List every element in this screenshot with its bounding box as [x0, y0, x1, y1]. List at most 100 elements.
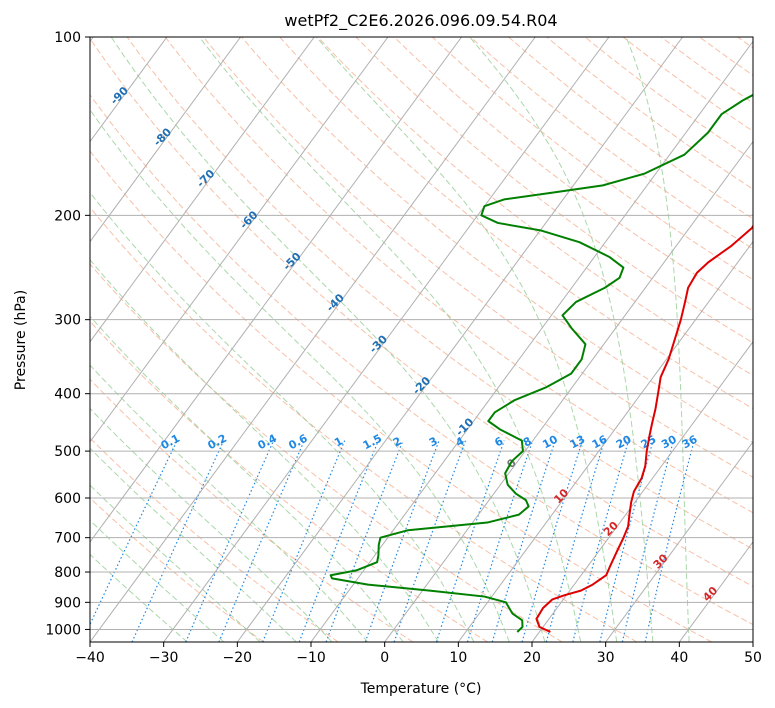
mixing-ratio-label: 36	[680, 433, 700, 452]
dry-adiabat-line	[355, 37, 753, 344]
moist-adiabat-line	[110, 37, 546, 642]
mixing-ratio-line	[521, 440, 584, 642]
mixing-ratio-line	[364, 440, 440, 642]
mixing-ratio-line	[621, 440, 675, 642]
dry-adiabat-line	[508, 37, 753, 220]
moist-adiabat-line	[90, 484, 261, 642]
isotherm-line	[90, 37, 536, 642]
dry-adiabat-line	[90, 263, 563, 642]
isotherm-annotation: -40	[324, 291, 347, 314]
mixing-ratio-label: 0.2	[206, 432, 229, 453]
wet-bulb-annotation: 40	[700, 584, 720, 604]
wet-bulb-annotation: 30	[651, 551, 671, 571]
mixing-ratio-label: 20	[614, 433, 634, 452]
isotherm-line	[605, 440, 753, 642]
chart-title: wetPf2_C2E6.2026.096.09.54.R04	[284, 11, 557, 31]
x-tick-label: −20	[223, 650, 253, 666]
temperature-profile-line	[535, 224, 753, 633]
isotherm-line	[163, 37, 610, 642]
isotherm-annotation: -80	[151, 125, 174, 148]
y-axis-label: Pressure (hPa)	[13, 290, 29, 390]
y-tick-label: 300	[54, 313, 81, 329]
x-tick-label: −10	[296, 650, 326, 666]
y-tick-label: 900	[54, 595, 81, 611]
background-lines	[90, 37, 753, 642]
mixing-ratio-label: 0.1	[159, 432, 182, 453]
mixing-ratio-line	[435, 440, 505, 642]
x-tick-label: 50	[744, 650, 762, 666]
mixing-ratio-line	[572, 440, 630, 642]
dry-adiabat-line	[90, 437, 339, 642]
wet-bulb-annotation: 20	[601, 519, 621, 539]
x-axis-label: Temperature (°C)	[360, 681, 482, 697]
isotherm-line	[90, 37, 389, 443]
mixing-ratio-line	[466, 440, 534, 642]
isotherm-annotation: -50	[280, 250, 303, 273]
y-tick-label: 700	[54, 531, 81, 547]
mixing-ratio-label: 16	[590, 433, 610, 452]
y-tick-label: 400	[54, 387, 81, 403]
y-tick-label: 200	[54, 208, 81, 224]
moist-adiabat-line	[90, 191, 475, 642]
dry-adiabat-line	[126, 37, 753, 550]
mixing-ratio-line	[599, 440, 654, 642]
x-tick-label: −30	[149, 650, 179, 666]
y-axis: 100 200 300 400 500 600 700 800 900 1000	[45, 30, 90, 638]
dry-adiabat-line	[470, 37, 753, 250]
moist-adiabat-line	[315, 37, 618, 642]
moist-adiabat-line	[90, 407, 333, 642]
x-tick-label: 10	[449, 650, 467, 666]
isotherm-annotation: -90	[108, 84, 131, 107]
mixing-ratio-line	[218, 440, 305, 642]
y-tick-label: 1000	[45, 622, 81, 638]
moist-adiabat-line	[90, 259, 439, 642]
mixing-ratio-label: 30	[659, 433, 679, 452]
isotherm-annotation: -30	[367, 332, 390, 355]
dry-adiabat-line	[90, 497, 264, 642]
dry-adiabat-line	[431, 37, 753, 281]
mixing-ratio-label: 1	[332, 434, 345, 449]
dry-adiabat-line	[90, 206, 638, 642]
dry-adiabat-line	[393, 37, 753, 312]
isotherm-line	[531, 340, 753, 642]
mixing-ratio-line	[545, 440, 606, 642]
isotherm-line	[236, 37, 684, 642]
dry-adiabat-line	[241, 37, 753, 444]
isotherm-annotation: -70	[194, 167, 217, 190]
mixing-ratio-line	[644, 440, 695, 642]
moist-adiabat-line	[90, 519, 225, 642]
dry-adiabat-line	[90, 378, 414, 642]
dewpoint-profile-line	[329, 93, 753, 633]
x-tick-label: 20	[523, 650, 541, 666]
isotherm-line	[384, 140, 753, 642]
x-tick-label: 30	[597, 650, 615, 666]
plot-frame	[89, 36, 754, 643]
mixing-ratio-label: 6	[492, 434, 505, 449]
mixing-ratio-label: 10	[540, 433, 560, 452]
dry-adiabat-line	[737, 37, 753, 49]
moist-adiabat-line	[90, 108, 510, 642]
dry-adiabat-line	[279, 37, 753, 410]
mixing-ratio-label: 2	[391, 434, 404, 449]
dry-adiabat-line	[164, 37, 753, 514]
moist-adiabat-line	[625, 37, 690, 642]
dry-adiabat-line	[317, 37, 753, 376]
wet-bulb-annotation: 10	[551, 486, 571, 506]
dry-adiabat-line	[90, 150, 712, 642]
dry-adiabat-line	[622, 37, 753, 132]
isotherm-line	[457, 240, 753, 642]
moist-adiabat-line	[469, 37, 654, 642]
moist-adiabat-line	[90, 315, 404, 642]
y-tick-label: 500	[54, 444, 81, 460]
x-axis: −40 −30 −20 −10 0 10 20 30 40 50	[75, 642, 762, 666]
dry-adiabat-line	[90, 320, 488, 642]
mixing-ratio-label: 0.6	[286, 432, 310, 453]
moist-adiabat-line	[198, 37, 582, 642]
x-tick-label: −40	[75, 650, 105, 666]
mixing-ratio-line	[393, 440, 467, 642]
mixing-ratio-line	[90, 440, 178, 626]
isotherm-line	[752, 641, 753, 642]
x-tick-label: 40	[670, 650, 688, 666]
mixing-ratio-label: 1.5	[361, 432, 384, 453]
isotherm-line	[90, 37, 242, 243]
